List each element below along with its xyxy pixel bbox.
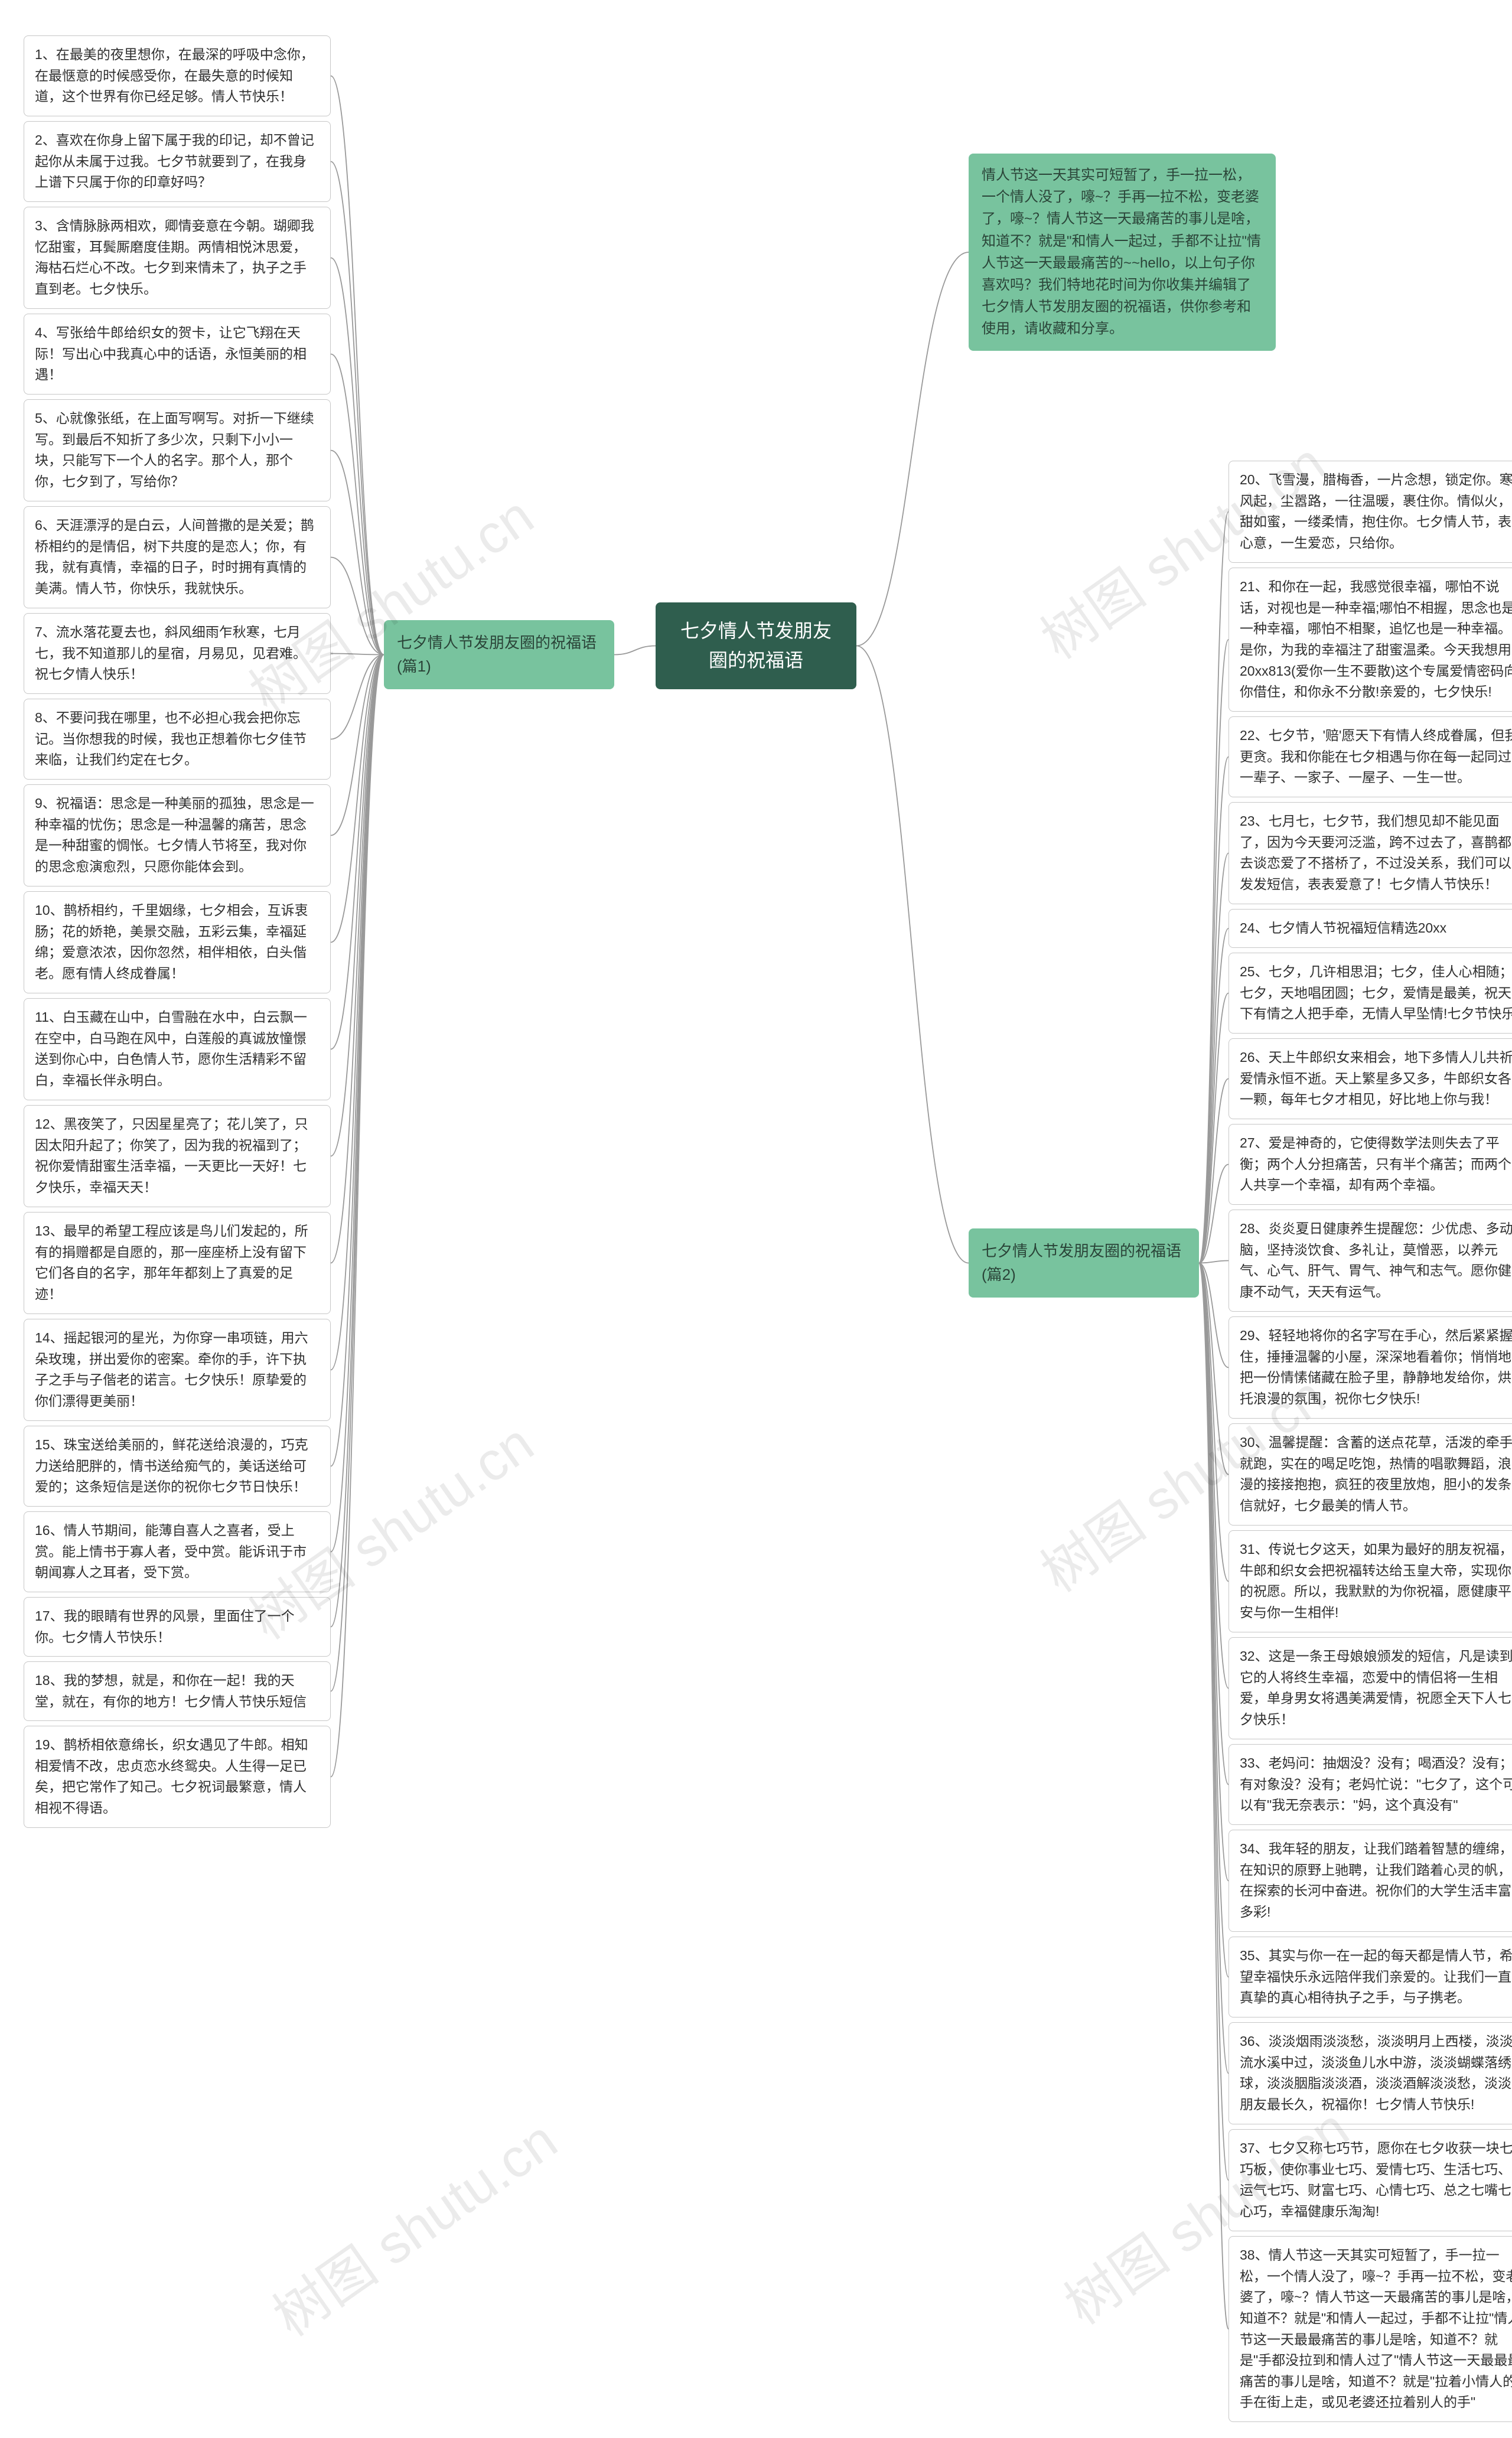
leaf-p1-label: 10、鹊桥相约，千里姻缘，七夕相会，互诉衷肠；花的娇艳，美景交融，五彩云集，幸福… (35, 902, 308, 981)
leaf-p1-17: 17、我的眼睛有世界的风景，里面住了一个你。七夕情人节快乐！ (24, 1597, 331, 1657)
leaf-p2-6: 25、七夕，几许相思泪；七夕，佳人心相随；七夕，天地唱团圆；七夕，爱情是最美，祝… (1228, 953, 1512, 1034)
leaf-p1-label: 1、在最美的夜里想你，在最深的呼吸中念你，在最惬意的时候感受你，在最失意的时候知… (35, 47, 314, 104)
leaf-p2-label: 26、天上牛郎织女来相会，地下多情人儿共祈爱情永恒不逝。天上繁星多又多，牛郎织女… (1240, 1049, 1512, 1107)
leaf-p2-label: 25、七夕，几许相思泪；七夕，佳人心相随；七夕，天地唱团圆；七夕，爱情是最美，祝… (1240, 964, 1512, 1021)
leaf-p1-4: 4、写张给牛郎给织女的贺卡，让它飞翔在天际！写出心中我真心中的话语，永恒美丽的相… (24, 314, 331, 395)
leaf-p2-8: 27、爱是神奇的，它使得数学法则失去了平衡；两个人分担痛苦，只有半个痛苦；而两个… (1228, 1124, 1512, 1205)
leaf-p2-7: 26、天上牛郎织女来相会，地下多情人儿共祈爱情永恒不逝。天上繁星多又多，牛郎织女… (1228, 1038, 1512, 1119)
leaf-p2-label: 27、爱是神奇的，它使得数学法则失去了平衡；两个人分担痛苦，只有半个痛苦；而两个… (1240, 1135, 1511, 1192)
branch-intro: 情人节这一天其实可短暂了，手一拉一松，一个情人没了，嚎~？手再一拉不松，变老婆了… (969, 154, 1276, 351)
leaf-p2-4: 23、七月七，七夕节，我们想见却不能见面了，因为今天要河泛滥，跨不过去了，喜鹊都… (1228, 802, 1512, 904)
leaf-p2-label: 30、温馨提醒：含蓄的送点花草，活泼的牵手就跑，实在的喝足吃饱，热情的唱歌舞蹈，… (1240, 1435, 1512, 1513)
leaf-p1-label: 14、摇起银河的星光，为你穿一串项链，用六朵玫瑰，拼出爱你的密案。牵你的手，许下… (35, 1330, 308, 1409)
leaf-p2-17: 36、淡淡烟雨淡淡愁，淡淡明月上西楼，淡淡流水溪中过，淡淡鱼儿水中游，淡淡蝴蝶落… (1228, 2022, 1512, 2124)
branch-part2-label: 七夕情人节发朋友圈的祝福语(篇2) (982, 1242, 1181, 1283)
leaf-p2-label: 22、七夕节，'赔'愿天下有情人终成眷属，但我更贪。我和你能在七夕相遇与你在每一… (1240, 728, 1512, 785)
leaf-p1-19: 19、鹊桥相依意绵长，织女遇见了牛郎。相知相爱情不改，忠贞恋水终鸳央。人生得一足… (24, 1726, 331, 1828)
leaf-p1-label: 19、鹊桥相依意绵长，织女遇见了牛郎。相知相爱情不改，忠贞恋水终鸳央。人生得一足… (35, 1737, 308, 1816)
leaf-p2-label: 33、老妈问：抽烟没？没有；喝酒没？没有；有对象没？没有；老妈忙说："七夕了，这… (1240, 1755, 1512, 1813)
root-node: 七夕情人节发朋友圈的祝福语 (656, 602, 856, 689)
leaf-p2-2: 21、和你在一起，我感觉很幸福，哪怕不说话，对视也是一种幸福;哪怕不相握，思念也… (1228, 568, 1512, 712)
leaf-p1-9: 9、祝福语：思念是一种美丽的孤独，思念是一种幸福的忧伤；思念是一种温馨的痛苦，思… (24, 784, 331, 886)
leaf-p2-13: 32、这是一条王母娘娘颁发的短信，凡是读到它的人将终生幸福，恋爱中的情侣将一生相… (1228, 1637, 1512, 1739)
leaf-p2-19: 38、情人节这一天其实可短暂了，手一拉一松，一个情人没了，嚎~？手再一拉不松，变… (1228, 2236, 1512, 2422)
leaf-p1-label: 9、祝福语：思念是一种美丽的孤独，思念是一种幸福的忧伤；思念是一种温馨的痛苦，思… (35, 796, 314, 874)
leaf-p2-10: 29、轻轻地将你的名字写在手心，然后紧紧握住，捶捶温馨的小屋，深深地看着你；悄悄… (1228, 1316, 1512, 1419)
leaf-p1-13: 13、最早的希望工程应该是鸟儿们发起的，所有的捐赠都是自愿的，那一座座桥上没有留… (24, 1212, 331, 1314)
leaf-p1-16: 16、情人节期间，能薄自喜人之喜者，受上赏。能上情书于寡人者，受中赏。能诉讯于市… (24, 1511, 331, 1592)
leaf-p2-label: 21、和你在一起，我感觉很幸福，哪怕不说话，对视也是一种幸福;哪怕不相握，思念也… (1240, 579, 1512, 699)
leaf-p1-10: 10、鹊桥相约，千里姻缘，七夕相会，互诉衷肠；花的娇艳，美景交融，五彩云集，幸福… (24, 891, 331, 993)
leaf-p2-9: 28、炎炎夏日健康养生提醒您：少优虑、多动脑，坚持淡饮食、多礼让，莫憎恶，以养元… (1228, 1210, 1512, 1312)
branch-part1-label: 七夕情人节发朋友圈的祝福语(篇1) (397, 634, 597, 675)
leaf-p1-label: 3、含情脉脉两相欢，卿情妾意在今朝。瑚卿我忆甜蜜，耳鬓厮磨度佳期。两情相悦沐思爱… (35, 218, 314, 296)
leaf-p1-2: 2、喜欢在你身上留下属于我的印记，却不曾记起你从未属于过我。七夕节就要到了，在我… (24, 121, 331, 202)
leaf-p2-12: 31、传说七夕这天，如果为最好的朋友祝福，牛郎和织女会把祝福转达给玉皇大帝，实现… (1228, 1530, 1512, 1632)
leaf-p2-5: 24、七夕情人节祝福短信精选20xx (1228, 909, 1512, 948)
leaf-p1-label: 18、我的梦想，就是，和你在一起！我的天堂，就在，有你的地方！七夕情人节快乐短信 (35, 1673, 307, 1709)
leaf-p2-label: 28、炎炎夏日健康养生提醒您：少优虑、多动脑，坚持淡饮食、多礼让，莫憎恶，以养元… (1240, 1221, 1512, 1299)
leaf-p1-label: 11、白玉藏在山中，白雪融在水中，白云飘一在空中，白马跑在风中，白莲般的真诚放憧… (35, 1009, 307, 1088)
leaf-p1-label: 8、不要问我在哪里，也不必担心我会把你忘记。当你想我的时候，我也正想着你七夕佳节… (35, 710, 307, 767)
leaf-p1-5: 5、心就像张纸，在上面写啊写。对折一下继续写。到最后不知折了多少次，只剩下小小一… (24, 399, 331, 501)
leaf-p2-label: 34、我年轻的朋友，让我们踏着智慧的缠绵，在知识的原野上驰聘，让我们踏着心灵的帆… (1240, 1841, 1512, 1919)
branch-intro-label: 情人节这一天其实可短暂了，手一拉一松，一个情人没了，嚎~？手再一拉不松，变老婆了… (982, 167, 1261, 337)
leaf-p1-label: 17、我的眼睛有世界的风景，里面住了一个你。七夕情人节快乐！ (35, 1608, 295, 1645)
leaf-p1-label: 15、珠宝送给美丽的，鲜花送给浪漫的，巧克力送给肥胖的，情书送给痴气的，美话送给… (35, 1437, 308, 1494)
leaf-p2-14: 33、老妈问：抽烟没？没有；喝酒没？没有；有对象没？没有；老妈忙说："七夕了，这… (1228, 1744, 1512, 1825)
leaf-p1-label: 13、最早的希望工程应该是鸟儿们发起的，所有的捐赠都是自愿的，那一座座桥上没有留… (35, 1223, 308, 1302)
leaf-p1-3: 3、含情脉脉两相欢，卿情妾意在今朝。瑚卿我忆甜蜜，耳鬓厮磨度佳期。两情相悦沐思爱… (24, 207, 331, 309)
leaf-p2-label: 23、七月七，七夕节，我们想见却不能见面了，因为今天要河泛滥，跨不过去了，喜鹊都… (1240, 813, 1511, 892)
leaf-p2-15: 34、我年轻的朋友，让我们踏着智慧的缠绵，在知识的原野上驰聘，让我们踏着心灵的帆… (1228, 1830, 1512, 1932)
leaf-p1-1: 1、在最美的夜里想你，在最深的呼吸中念你，在最惬意的时候感受你，在最失意的时候知… (24, 35, 331, 116)
root-label: 七夕情人节发朋友圈的祝福语 (680, 620, 832, 671)
leaf-p1-12: 12、黑夜笑了，只因星星亮了；花儿笑了，只因太阳升起了；你笑了，因为我的祝福到了… (24, 1105, 331, 1207)
leaf-p2-18: 37、七夕又称七巧节，愿你在七夕收获一块七巧板，使你事业七巧、爱情七巧、生活七巧… (1228, 2129, 1512, 2231)
leaf-p2-label: 29、轻轻地将你的名字写在手心，然后紧紧握住，捶捶温馨的小屋，深深地看着你；悄悄… (1240, 1328, 1512, 1406)
leaf-p2-label: 24、七夕情人节祝福短信精选20xx (1240, 920, 1446, 936)
leaf-p2-label: 36、淡淡烟雨淡淡愁，淡淡明月上西楼，淡淡流水溪中过，淡淡鱼儿水中游，淡淡蝴蝶落… (1240, 2033, 1512, 2112)
branch-part1: 七夕情人节发朋友圈的祝福语(篇1) (384, 620, 614, 689)
leaf-p2-label: 32、这是一条王母娘娘颁发的短信，凡是读到它的人将终生幸福，恋爱中的情侣将一生相… (1240, 1648, 1512, 1727)
leaf-p1-label: 16、情人节期间，能薄自喜人之喜者，受上赏。能上情书于寡人者，受中赏。能诉讯于市… (35, 1523, 307, 1580)
leaf-p1-label: 2、喜欢在你身上留下属于我的印记，却不曾记起你从未属于过我。七夕节就要到了，在我… (35, 132, 314, 190)
leaf-p2-label: 37、七夕又称七巧节，愿你在七夕收获一块七巧板，使你事业七巧、爱情七巧、生活七巧… (1240, 2140, 1512, 2219)
leaf-p1-6: 6、天涯漂浮的是白云，人间普撒的是关爱；鹊桥相约的是情侣，树下共度的是恋人；你，… (24, 506, 331, 608)
leaf-p1-label: 12、黑夜笑了，只因星星亮了；花儿笑了，只因太阳升起了；你笑了，因为我的祝福到了… (35, 1116, 308, 1195)
leaf-p2-1: 20、飞雪漫，腊梅香，一片念想，锁定你。寒风起，尘嚣路，一往温暖，裹住你。情似火… (1228, 461, 1512, 563)
leaf-p1-8: 8、不要问我在哪里，也不必担心我会把你忘记。当你想我的时候，我也正想着你七夕佳节… (24, 699, 331, 780)
leaf-p1-15: 15、珠宝送给美丽的，鲜花送给浪漫的，巧克力送给肥胖的，情书送给痴气的，美话送给… (24, 1426, 331, 1507)
branch-part2: 七夕情人节发朋友圈的祝福语(篇2) (969, 1228, 1199, 1298)
leaf-p1-label: 4、写张给牛郎给织女的贺卡，让它飞翔在天际！写出心中我真心中的话语，永恒美丽的相… (35, 325, 307, 382)
watermark: 树图 shutu.cn (255, 2098, 570, 2351)
leaf-p1-18: 18、我的梦想，就是，和你在一起！我的天堂，就在，有你的地方！七夕情人节快乐短信 (24, 1661, 331, 1721)
leaf-p2-11: 30、温馨提醒：含蓄的送点花草，活泼的牵手就跑，实在的喝足吃饱，热情的唱歌舞蹈，… (1228, 1423, 1512, 1526)
leaf-p2-label: 38、情人节这一天其实可短暂了，手一拉一松，一个情人没了，嚎~？手再一拉不松，变… (1240, 2247, 1512, 2410)
leaf-p1-7: 7、流水落花夏去也，斜风细雨乍秋寒，七月七，我不知道那儿的星宿，月易见，见君难。… (24, 613, 331, 694)
leaf-p1-label: 7、流水落花夏去也，斜风细雨乍秋寒，七月七，我不知道那儿的星宿，月易见，见君难。… (35, 624, 307, 682)
leaf-p2-16: 35、其实与你一在一起的每天都是情人节，希望幸福快乐永远陪伴我们亲爱的。让我们一… (1228, 1937, 1512, 2017)
leaf-p1-11: 11、白玉藏在山中，白雪融在水中，白云飘一在空中，白马跑在风中，白莲般的真诚放憧… (24, 998, 331, 1100)
leaf-p2-label: 35、其实与你一在一起的每天都是情人节，希望幸福快乐永远陪伴我们亲爱的。让我们一… (1240, 1948, 1512, 2005)
leaf-p2-label: 20、飞雪漫，腊梅香，一片念想，锁定你。寒风起，尘嚣路，一往温暖，裹住你。情似火… (1240, 472, 1512, 550)
leaf-p1-label: 5、心就像张纸，在上面写啊写。对折一下继续写。到最后不知折了多少次，只剩下小小一… (35, 410, 314, 489)
leaf-p2-label: 31、传说七夕这天，如果为最好的朋友祝福，牛郎和织女会把祝福转达给玉皇大帝，实现… (1240, 1541, 1512, 1620)
leaf-p1-14: 14、摇起银河的星光，为你穿一串项链，用六朵玫瑰，拼出爱你的密案。牵你的手，许下… (24, 1319, 331, 1421)
leaf-p1-label: 6、天涯漂浮的是白云，人间普撒的是关爱；鹊桥相约的是情侣，树下共度的是恋人；你，… (35, 517, 314, 596)
leaf-p2-3: 22、七夕节，'赔'愿天下有情人终成眷属，但我更贪。我和你能在七夕相遇与你在每一… (1228, 716, 1512, 797)
